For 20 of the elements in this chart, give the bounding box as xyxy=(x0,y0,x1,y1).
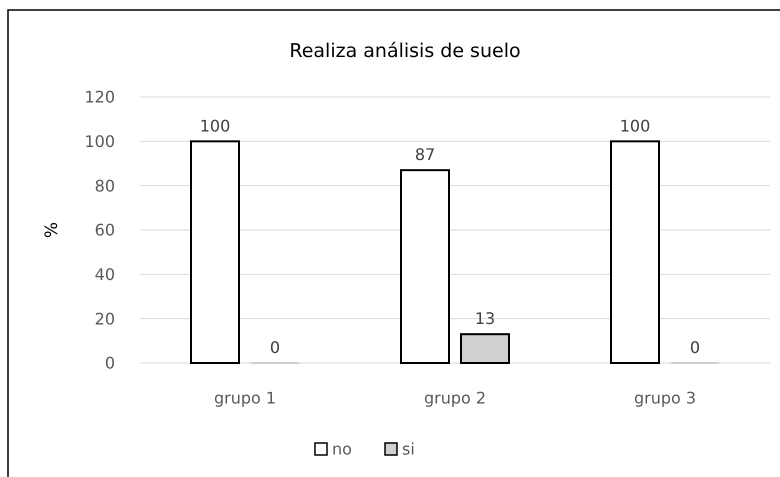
x-tick-label: grupo 3 xyxy=(634,388,696,408)
data-label: 100 xyxy=(620,116,650,136)
data-label: 0 xyxy=(690,338,700,357)
legend-label: si xyxy=(402,440,415,459)
y-tick-label: 120 xyxy=(84,88,115,107)
x-tick-label: grupo 2 xyxy=(424,388,486,408)
y-tick-label: 40 xyxy=(94,264,115,284)
y-tick-label: 0 xyxy=(104,354,115,373)
data-label: 0 xyxy=(270,338,280,357)
y-tick-label: 80 xyxy=(94,176,115,196)
legend-label: no xyxy=(332,440,352,459)
data-label: 100 xyxy=(200,116,230,136)
y-tick-label: 60 xyxy=(94,220,115,240)
data-label: 87 xyxy=(414,145,436,164)
y-axis-title: % xyxy=(42,222,62,238)
x-tick-label: grupo 1 xyxy=(214,388,276,408)
chart-title: Realiza análisis de suelo xyxy=(289,40,521,62)
y-tick-label: 100 xyxy=(84,132,115,151)
y-tick-label: 20 xyxy=(94,309,115,328)
data-label: 13 xyxy=(474,309,496,328)
